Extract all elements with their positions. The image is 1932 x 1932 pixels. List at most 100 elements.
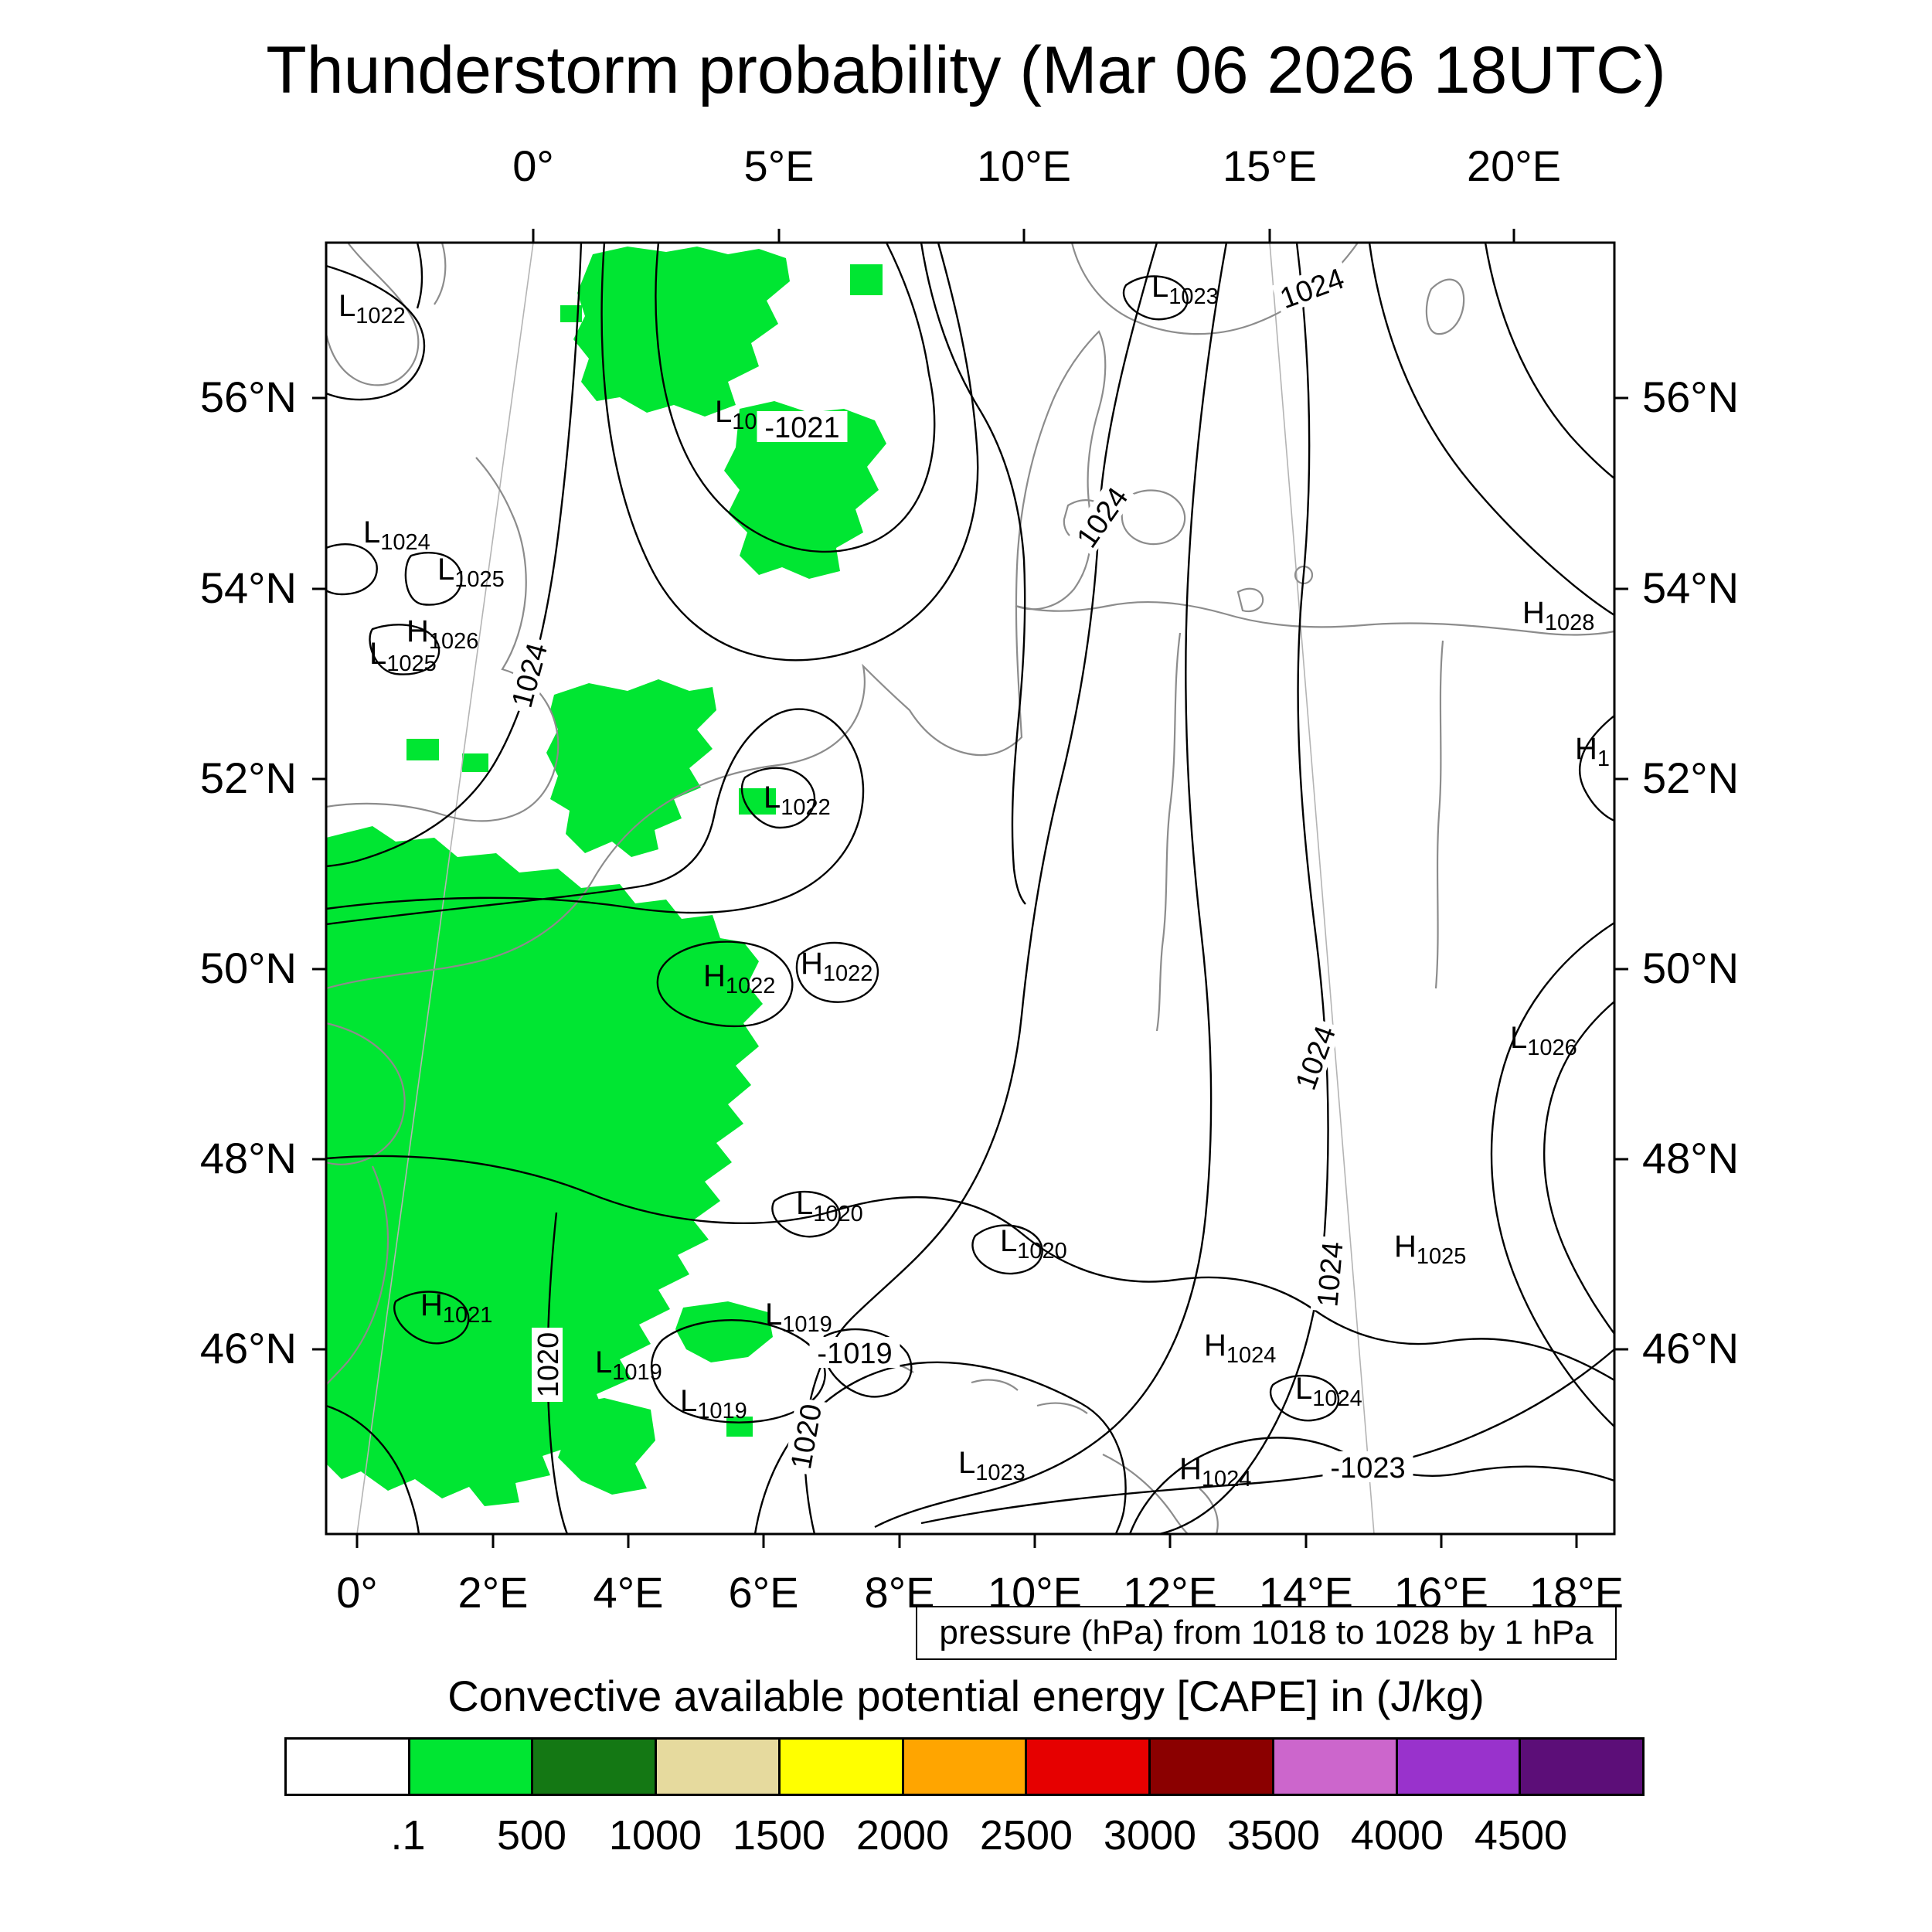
colorbar-segment: [1397, 1740, 1522, 1794]
isobar-contour: [404, 552, 463, 606]
pressure-center-label: L1026: [1510, 1021, 1577, 1060]
isobar-contour: [920, 242, 1026, 905]
axis-label-right: 48°N: [1642, 1134, 1740, 1182]
isobar-contour: [655, 242, 936, 553]
axis-label-top: 10°E: [976, 141, 1072, 190]
contour-label: 1024: [1067, 478, 1136, 556]
isobar-contour: [650, 1319, 826, 1423]
cape-region: [546, 679, 716, 857]
pressure-center-label: L1022: [764, 781, 831, 820]
axis-label-top: 0°: [512, 141, 554, 190]
river-line: [1155, 632, 1182, 1032]
contour-label: 1020: [783, 1396, 828, 1476]
cape-colorbar: [284, 1737, 1645, 1796]
river-line: [1434, 640, 1444, 989]
axis-label-top: 20°E: [1466, 141, 1562, 190]
isobar-contour: [416, 242, 423, 309]
axis-label-bottom: 4°E: [593, 1568, 664, 1617]
svg-text:1024: 1024: [1276, 263, 1349, 315]
svg-text:1020: 1020: [532, 1332, 565, 1398]
axis-label-left: 52°N: [199, 753, 297, 802]
colorbar-segment: [1274, 1740, 1398, 1794]
axis-label-right: 54°N: [1642, 563, 1740, 612]
isobar-contour: [325, 1404, 420, 1535]
isobar-contour: [1543, 1001, 1615, 1335]
colorbar-segment: [410, 1740, 534, 1794]
coastline: [434, 242, 447, 305]
isobar-contour: [325, 708, 865, 926]
cape-region: [616, 369, 636, 385]
cape-region: [406, 739, 439, 760]
axis-label-left: 54°N: [199, 563, 297, 612]
pressure-center-label: L1024: [363, 515, 430, 555]
axis-tick-layer: [312, 229, 1628, 1548]
axis-label-bottom: 0°: [336, 1568, 378, 1617]
svg-text:1024: 1024: [1290, 1022, 1342, 1094]
colorbar-segment: [903, 1740, 1028, 1794]
isobar-contour: [821, 1328, 913, 1398]
pressure-center-label: L1019: [765, 1298, 832, 1337]
coastline: [1102, 1454, 1189, 1535]
colorbar-tick-label: 2500: [979, 1812, 1073, 1859]
lake-outline: [971, 1379, 1019, 1391]
pressure-center-label: L1019: [680, 1384, 747, 1423]
cape-region: [726, 1417, 753, 1437]
axis-label-bottom: 6°E: [728, 1568, 799, 1617]
coastline: [1199, 1488, 1219, 1535]
lake-outline: [1036, 1402, 1088, 1414]
cape-region: [560, 305, 582, 322]
isobar-contour: [971, 1224, 1043, 1275]
colorbar-tick-label: 500: [496, 1812, 567, 1859]
isobar-contour: [546, 1212, 569, 1535]
colorbar-segment: [533, 1740, 658, 1794]
pressure-range-caption: pressure (hPa) from 1018 to 1028 by 1 hP…: [916, 1606, 1617, 1660]
colorbar-tick-label: .1: [390, 1812, 426, 1859]
axis-label-right: 56°N: [1642, 372, 1740, 421]
pressure-center-label: L1023: [958, 1446, 1026, 1485]
colorbar-segment: [1521, 1740, 1643, 1794]
pressure-center-label: H1024: [1179, 1452, 1251, 1492]
colorbar-segment: [780, 1740, 904, 1794]
isobar-contour: [325, 1155, 1615, 1382]
isobar-contour: [740, 767, 816, 829]
coastline-layer: [325, 242, 1615, 1535]
isobar-contour: [1158, 242, 1329, 1536]
colorbar-tick-label: 3000: [1103, 1812, 1197, 1859]
pressure-center-label: H1026: [406, 614, 478, 654]
pressure-center-label: H1025: [1394, 1230, 1466, 1269]
pressure-center-label: H1024: [1204, 1328, 1276, 1368]
pressure-center-label: L1022: [338, 289, 406, 328]
cape-region: [675, 1301, 773, 1362]
cape-shading-layer: [326, 247, 886, 1506]
legend-title: Convective available potential energy [C…: [447, 1672, 1485, 1720]
contour-label: -1021: [757, 411, 848, 444]
isobar-contour: [325, 264, 425, 401]
coastline: [325, 330, 1615, 990]
coastline: [325, 242, 420, 386]
pressure-center-label: L1025: [437, 553, 505, 592]
cape-region: [724, 401, 886, 579]
isobar-contour: [771, 1191, 841, 1238]
contour-label: 1024: [1310, 1236, 1350, 1313]
colorbar-segment: [1027, 1740, 1151, 1794]
svg-text:-1021: -1021: [764, 412, 839, 444]
axis-label-bottom: 2°E: [457, 1568, 529, 1617]
pressure-center-label: H1028: [1522, 596, 1594, 635]
isobar-contour: [1123, 275, 1189, 321]
cape-region: [850, 264, 883, 295]
isobar-contour: [1270, 1375, 1340, 1422]
pressure-center-label: L1023: [1151, 270, 1219, 309]
map-plot-area: L1022L1023L1021L1024L1025H1026L1025H1028…: [312, 229, 1628, 1548]
cape-region: [558, 1398, 655, 1495]
isobar-contour: [1484, 242, 1615, 479]
isobar-contour: [1368, 242, 1615, 617]
map-frame: [325, 241, 1616, 1536]
pressure-center-label: L1020: [1000, 1224, 1067, 1264]
colorbar-tick-label: 1500: [732, 1812, 826, 1859]
contour-label: -1019: [809, 1337, 900, 1370]
axis-label-left: 48°N: [199, 1134, 297, 1182]
coastline-island: [1236, 587, 1264, 613]
colorbar-tick-label: 3500: [1226, 1812, 1321, 1859]
axis-label-left: 46°N: [199, 1324, 297, 1372]
